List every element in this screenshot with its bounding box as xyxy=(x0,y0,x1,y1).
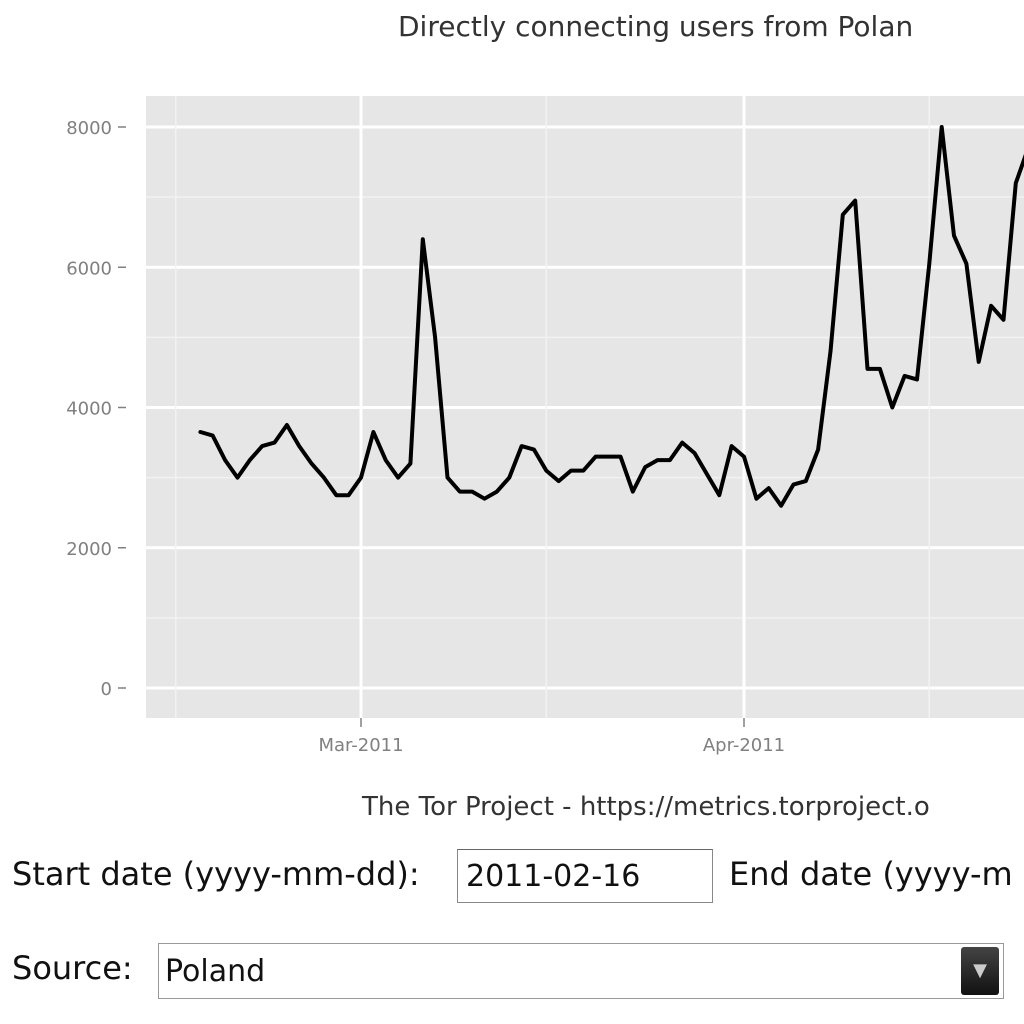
end-date-label: End date (yyyy-m xyxy=(729,855,1013,893)
y-tick-label: 0 xyxy=(101,679,112,700)
source-selected-value: Poland xyxy=(165,954,266,989)
x-tick-label: Apr-2011 xyxy=(703,735,785,756)
chart: 0 2000 4000 6000 8000 Mar-2011 Apr-2011 xyxy=(66,96,1024,756)
y-tick-label: 6000 xyxy=(66,258,112,279)
y-tick-label: 2000 xyxy=(66,539,112,560)
x-tick-label: Mar-2011 xyxy=(318,735,403,756)
chart-title: Directly connecting users from Polan xyxy=(398,10,914,43)
start-date-input[interactable] xyxy=(457,849,713,903)
y-tick-label: 4000 xyxy=(66,399,112,420)
y-tick-label: 8000 xyxy=(66,118,112,139)
chevron-down-icon[interactable]: ▼ xyxy=(961,947,999,995)
source-select[interactable]: Poland ▼ xyxy=(158,943,1004,999)
source-label: Source: xyxy=(12,949,133,987)
chart-credit: The Tor Project - https://metrics.torpro… xyxy=(362,792,930,822)
axes: 0 2000 4000 6000 8000 Mar-2011 Apr-2011 xyxy=(66,118,785,756)
grid xyxy=(146,96,1024,718)
start-date-label: Start date (yyyy-mm-dd): xyxy=(12,855,420,893)
series-line xyxy=(198,125,1024,508)
